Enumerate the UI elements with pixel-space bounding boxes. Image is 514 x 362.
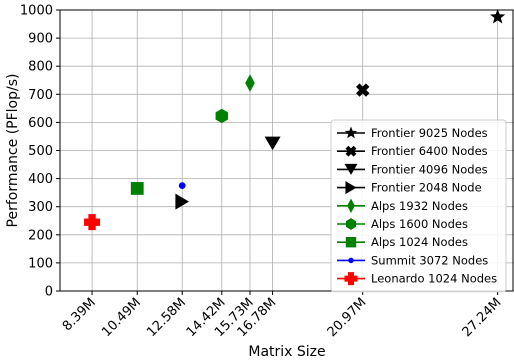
legend-marker-hexagon (345, 218, 357, 230)
legend-marker-triangle-down (344, 163, 358, 175)
data-point-diamond (245, 74, 255, 92)
legend-label: Alps 1024 Nodes (371, 235, 468, 249)
y-tick-label: 700 (28, 88, 53, 103)
y-tick-label: 1000 (20, 4, 53, 19)
y-axis-label: Performance (PFlop/s) (5, 74, 21, 228)
y-tick-label: 600 (28, 116, 53, 131)
legend-label: Frontier 2048 Node (371, 181, 482, 195)
legend-marker-circle (348, 257, 354, 264)
data-point-hexagon (215, 108, 229, 124)
legend-marker-square (345, 237, 357, 248)
data-point-triangle-down (264, 136, 281, 151)
data-point-star (490, 9, 506, 24)
legend-label: Alps 1932 Nodes (371, 199, 468, 213)
legend-label: Leonardo 1024 Nodes (371, 272, 497, 286)
data-point-triangle-right (175, 193, 190, 210)
y-tick-label: 900 (28, 32, 53, 47)
legend-box (330, 119, 507, 293)
data-point-circle (178, 182, 186, 189)
legend-marker-triangle-right (345, 181, 357, 195)
y-tick-label: 400 (28, 172, 53, 187)
y-tick-label: 500 (28, 144, 53, 159)
data-point-plus (84, 214, 101, 231)
y-tick-label: 0 (45, 285, 53, 300)
data-point-x (356, 83, 370, 97)
legend: Frontier 9025 Nodes Frontier 6400 Nodes Fr… (330, 119, 507, 293)
legend-marker-star (344, 126, 358, 139)
y-tick-label: 800 (28, 60, 53, 75)
legend-label: Frontier 4096 Nodes (371, 162, 488, 176)
legend-marker-x (345, 145, 357, 157)
y-tick-label: 100 (28, 256, 53, 271)
legend-label: Alps 1600 Nodes (371, 217, 468, 231)
data-points (84, 9, 506, 231)
legend-marker-diamond (347, 198, 355, 213)
legend-label: Frontier 9025 Nodes (371, 126, 488, 140)
legend-label: Frontier 6400 Nodes (371, 144, 488, 158)
y-tick-label: 300 (28, 200, 53, 215)
legend-marker-plus (344, 272, 358, 286)
x-axis-label: Matrix Size (248, 344, 325, 360)
legend-label: Summit 3072 Nodes (371, 253, 488, 267)
data-point-square (130, 182, 144, 195)
y-tick-label: 200 (28, 228, 53, 243)
